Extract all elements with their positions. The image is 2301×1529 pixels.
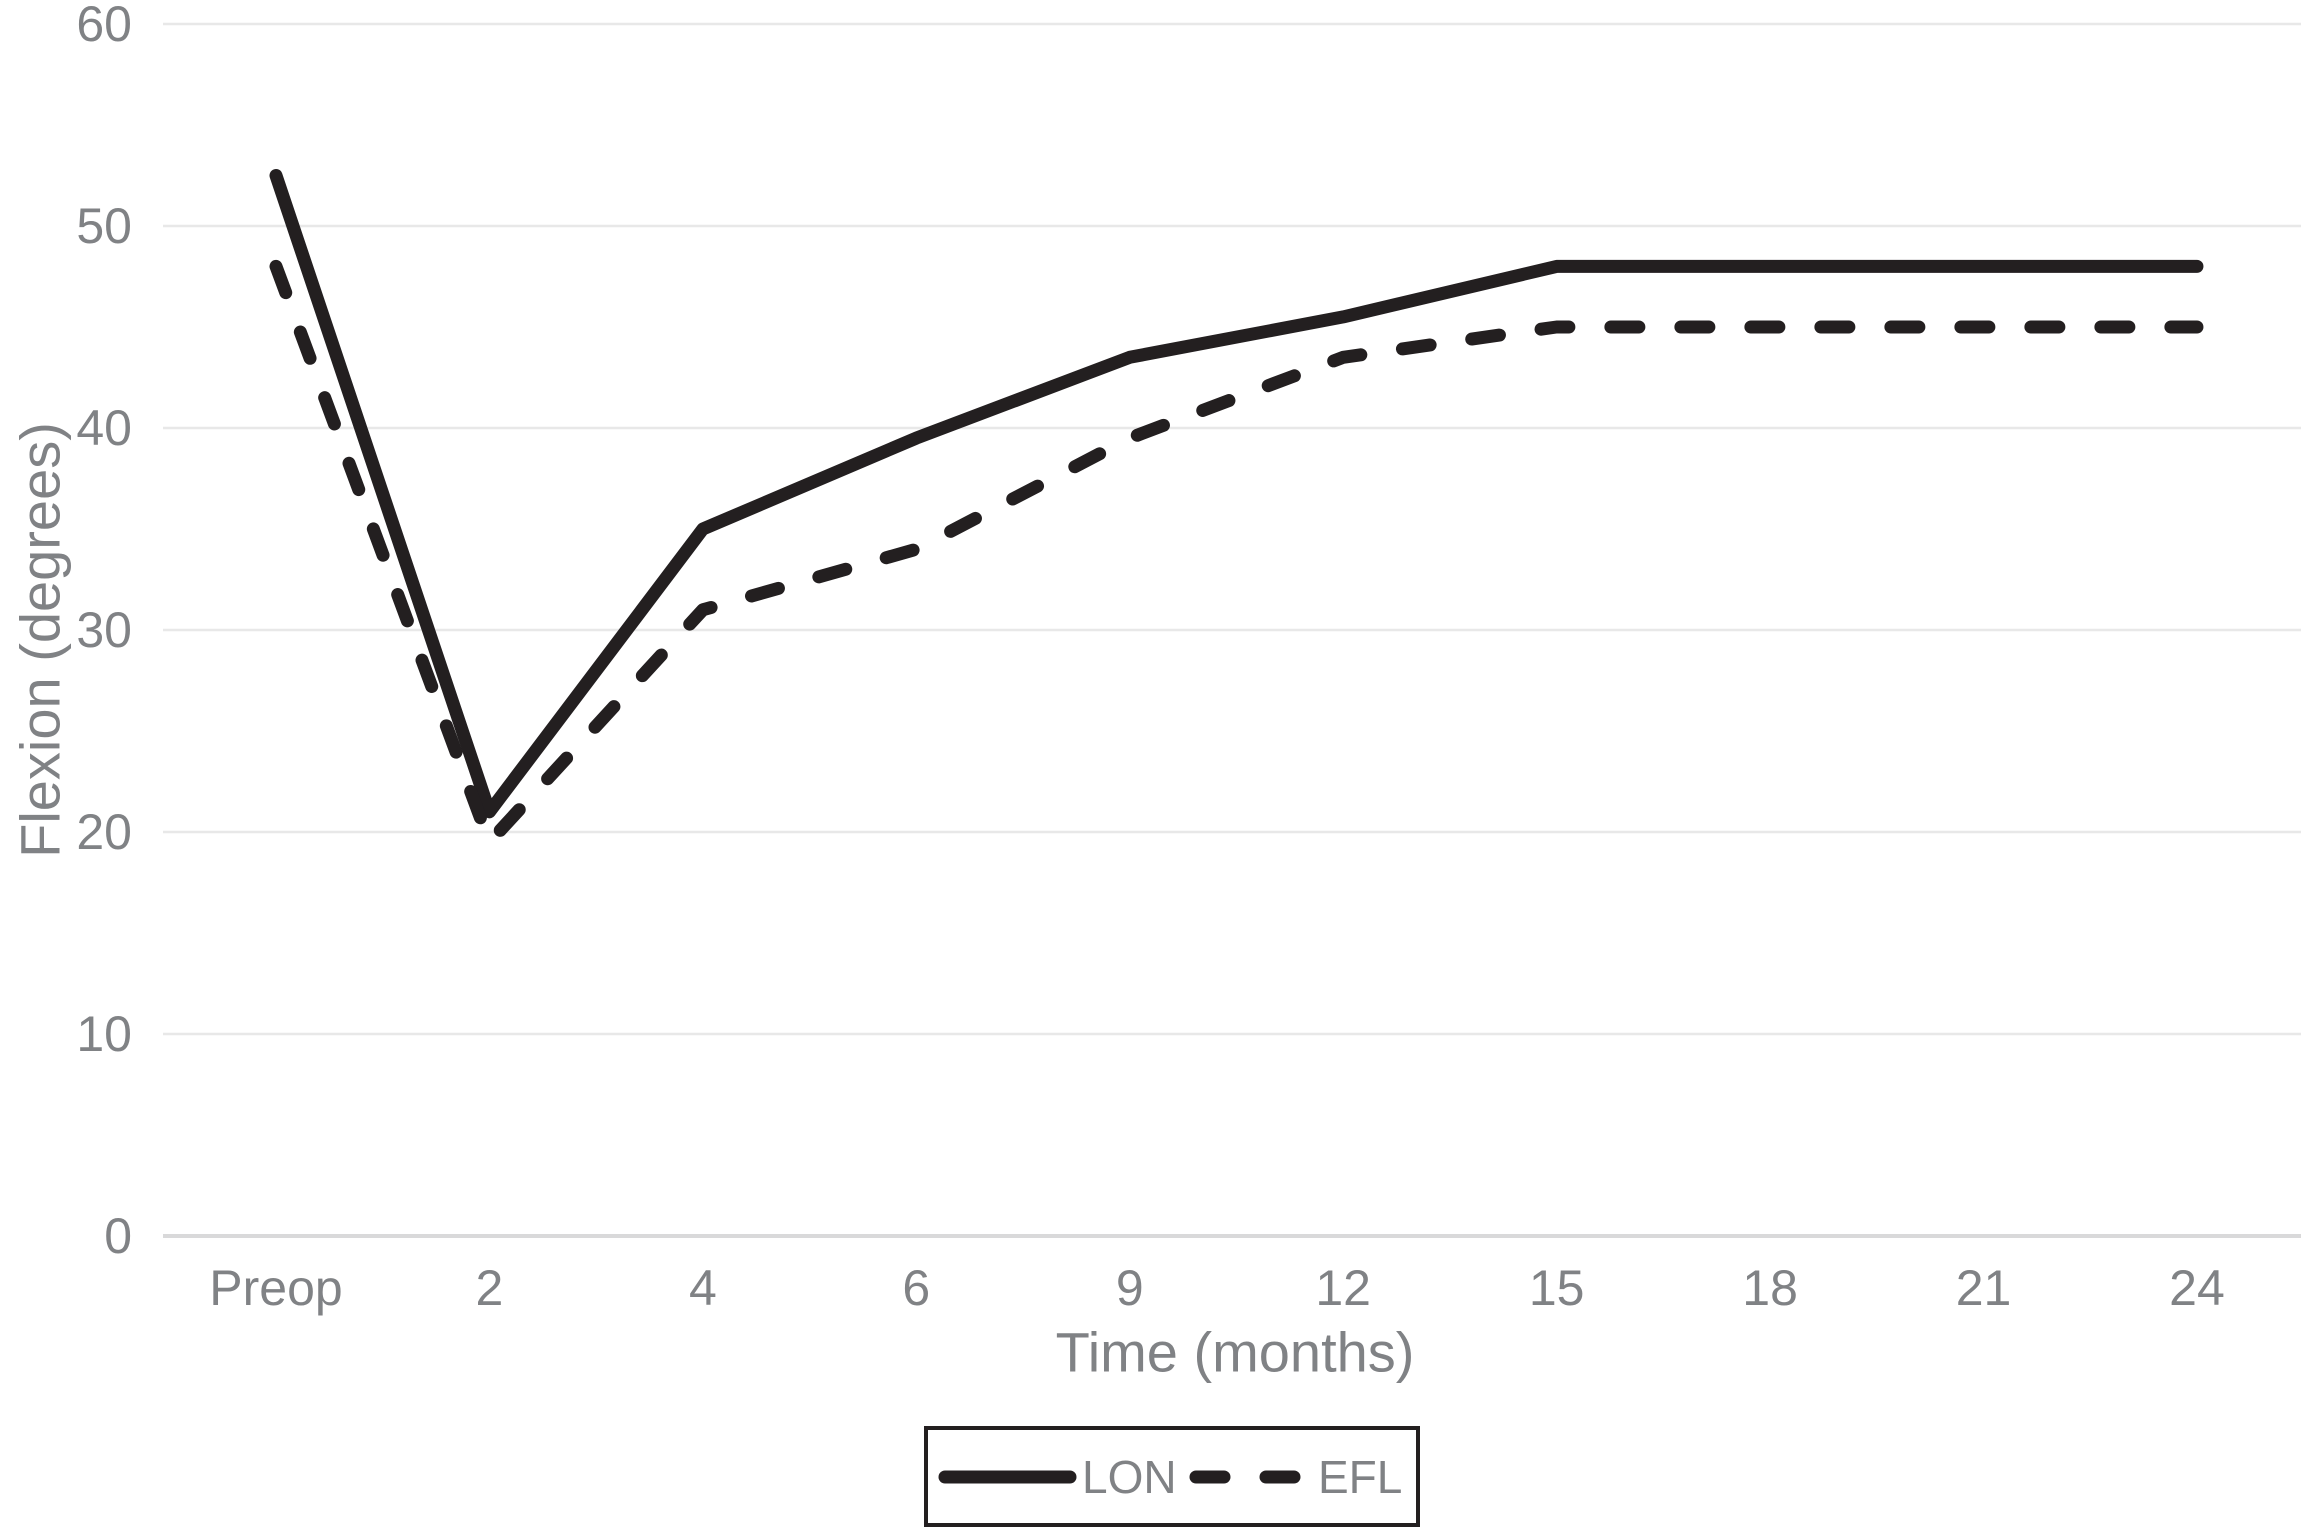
series-lines xyxy=(269,169,2204,849)
x-tick-label-18: 18 xyxy=(1742,1260,1798,1316)
x-axis-title: Time (months) xyxy=(1056,1321,1415,1384)
x-tick-label-21: 21 xyxy=(1956,1260,2012,1316)
x-tick-label-6: 6 xyxy=(902,1260,930,1316)
efl-series-line xyxy=(269,259,2204,849)
y-tick-label-50: 50 xyxy=(76,198,132,254)
gridlines xyxy=(163,22,2301,1238)
y-axis-tick-labels: 0 10 20 30 40 50 60 xyxy=(76,0,132,1264)
legend-efl-label: EFL xyxy=(1318,1451,1402,1503)
y-tick-label-20: 20 xyxy=(76,804,132,860)
x-tick-label-12: 12 xyxy=(1315,1260,1371,1316)
lon-series-line xyxy=(269,169,2204,819)
y-tick-label-60: 60 xyxy=(76,0,132,52)
x-tick-label-Preop: Preop xyxy=(209,1260,342,1316)
x-tick-label-24: 24 xyxy=(2169,1260,2225,1316)
x-tick-label-4: 4 xyxy=(689,1260,717,1316)
legend-box xyxy=(924,1426,1420,1527)
x-tick-label-2: 2 xyxy=(476,1260,504,1316)
y-tick-label-30: 30 xyxy=(76,602,132,658)
y-tick-label-40: 40 xyxy=(76,400,132,456)
y-tick-label-0: 0 xyxy=(104,1208,132,1264)
x-axis-tick-labels: Preop 2 4 6 9 12 15 18 21 24 xyxy=(209,1260,2224,1316)
x-tick-label-9: 9 xyxy=(1116,1260,1144,1316)
y-tick-label-10: 10 xyxy=(76,1006,132,1062)
x-tick-label-15: 15 xyxy=(1529,1260,1585,1316)
legend-lon-label: LON xyxy=(1082,1451,1177,1503)
legend: LON EFL xyxy=(924,1426,1420,1527)
y-axis-title: Flexion (degrees) xyxy=(9,422,72,858)
